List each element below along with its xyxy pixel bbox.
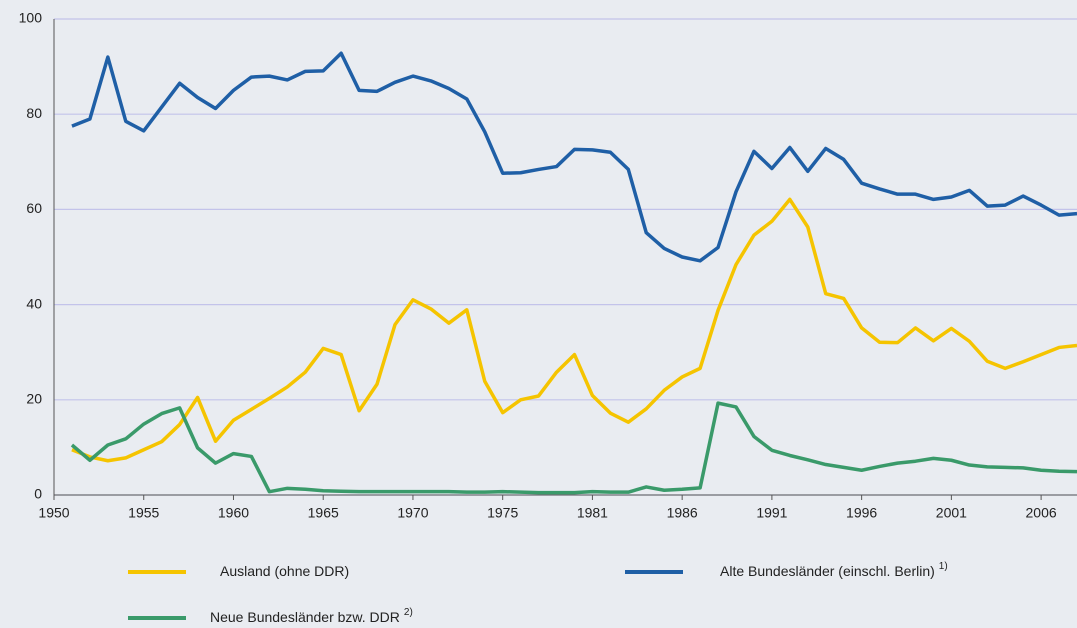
legend-text: Ausland (ohne DDR) — [220, 563, 349, 579]
legend-footnote: 1) — [939, 561, 948, 572]
x-tick-label: 1950 — [38, 505, 69, 521]
y-tick-label: 100 — [19, 10, 43, 26]
x-tick-label: 1981 — [577, 505, 608, 521]
y-tick-label: 20 — [26, 391, 42, 407]
x-tick-label: 1996 — [846, 505, 877, 521]
series-line — [70, 401, 1077, 495]
y-tick-label: 40 — [26, 295, 42, 311]
x-tick-label: 1970 — [397, 505, 428, 521]
x-tick-label: 1965 — [308, 505, 339, 521]
x-tick-label: 1975 — [487, 505, 518, 521]
x-tick-label: 1991 — [756, 505, 787, 521]
legend-text: Alte Bundesländer (einschl. Berlin) — [720, 563, 935, 579]
legend-label: Neue Bundesländer bzw. DDR 2) — [210, 607, 413, 625]
series-line — [71, 51, 1077, 263]
y-tick-label: 60 — [26, 200, 42, 216]
x-tick-label: 2006 — [1026, 505, 1057, 521]
x-tick-label: 2001 — [936, 505, 967, 521]
legend-label: Ausland (ohne DDR) — [220, 563, 349, 579]
legend-label: Alte Bundesländer (einschl. Berlin) 1) — [720, 561, 948, 579]
x-tick-label: 1960 — [218, 505, 249, 521]
y-tick-label: 80 — [26, 105, 42, 121]
y-tick-label: 0 — [34, 486, 42, 502]
series-line — [71, 197, 1077, 463]
legend-footnote: 2) — [404, 607, 413, 618]
x-tick-label: 1955 — [128, 505, 159, 521]
legend-text: Neue Bundesländer bzw. DDR — [210, 609, 400, 625]
x-tick-label: 1986 — [667, 505, 698, 521]
